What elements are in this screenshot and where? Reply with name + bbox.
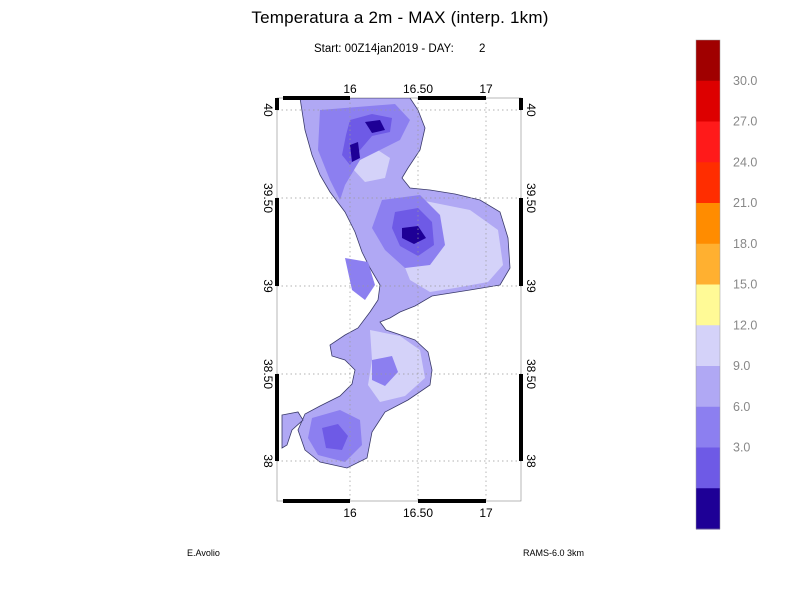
legend-label: 18.0 [733, 237, 757, 251]
legend-swatch [696, 203, 720, 245]
lat-label-right: 39 [524, 279, 538, 293]
legend-swatch [696, 162, 720, 204]
land-mass [297, 98, 511, 469]
lat-label-left: 38 [261, 454, 275, 468]
legend-swatch [696, 243, 720, 285]
author-credit: E.Avolio [187, 548, 220, 558]
legend-swatch [696, 406, 720, 448]
legend-swatch [696, 284, 720, 326]
legend-swatch [696, 366, 720, 408]
coldest-core [402, 226, 426, 244]
cold-zone [345, 258, 375, 300]
start-label: Start: 00Z14jan2019 - DAY: [314, 43, 454, 55]
lon-label-top: 17 [479, 82, 493, 96]
lat-label-left: 40 [261, 103, 275, 117]
map-border-bars [275, 96, 523, 503]
colder-peak [322, 424, 348, 450]
lon-labels: 16 16.50 17 16 16.50 17 [343, 82, 493, 520]
legend-swatch [696, 325, 720, 367]
legend-swatch [696, 40, 720, 82]
lon-label-top: 16.50 [403, 82, 433, 96]
chart-title: Temperatura a 2m - MAX (interp. 1km) [251, 8, 549, 27]
legend-label: 6.0 [733, 400, 750, 414]
legend-swatch [696, 121, 720, 163]
legend-label: 21.0 [733, 196, 757, 210]
model-credit: RAMS-6.0 3km [523, 548, 585, 558]
legend-swatch [696, 447, 720, 489]
lat-label-right: 39.50 [524, 183, 538, 213]
lat-labels: 40 39.50 39 38.50 38 40 39.50 39 38.50 3… [261, 103, 538, 468]
lat-label-left: 39 [261, 279, 275, 293]
legend-label: 30.0 [733, 74, 757, 88]
legend-label: 15.0 [733, 278, 757, 292]
lat-label-right: 38.50 [524, 359, 538, 389]
legend-label: 9.0 [733, 359, 750, 373]
cold-zone [372, 356, 398, 386]
temperature-field [277, 98, 521, 501]
legend-label: 3.0 [733, 441, 750, 455]
legend-label: 12.0 [733, 318, 757, 332]
color-legend: 30.0 27.0 24.0 21.0 18.0 15.0 12.0 9.0 6.0 3.0 [695, 39, 757, 530]
legend-swatch [696, 80, 720, 122]
lat-label-left: 39.50 [261, 183, 275, 213]
lat-label-right: 38 [524, 454, 538, 468]
legend-frame [695, 39, 721, 530]
legend-swatch [696, 488, 720, 530]
map-gridlines [277, 98, 521, 501]
coldest-core [365, 120, 385, 133]
lon-label-top: 16 [343, 82, 357, 96]
lon-label-bottom: 16 [343, 506, 357, 520]
lat-label-left: 38.50 [261, 359, 275, 389]
lon-label-bottom: 16.50 [403, 506, 433, 520]
legend-label: 24.0 [733, 155, 757, 169]
coldest-core [350, 142, 360, 162]
day-value: 2 [479, 43, 486, 55]
lat-label-right: 40 [524, 103, 538, 117]
lon-label-bottom: 17 [479, 506, 493, 520]
land-islet [281, 411, 304, 449]
legend-label: 27.0 [733, 115, 757, 129]
